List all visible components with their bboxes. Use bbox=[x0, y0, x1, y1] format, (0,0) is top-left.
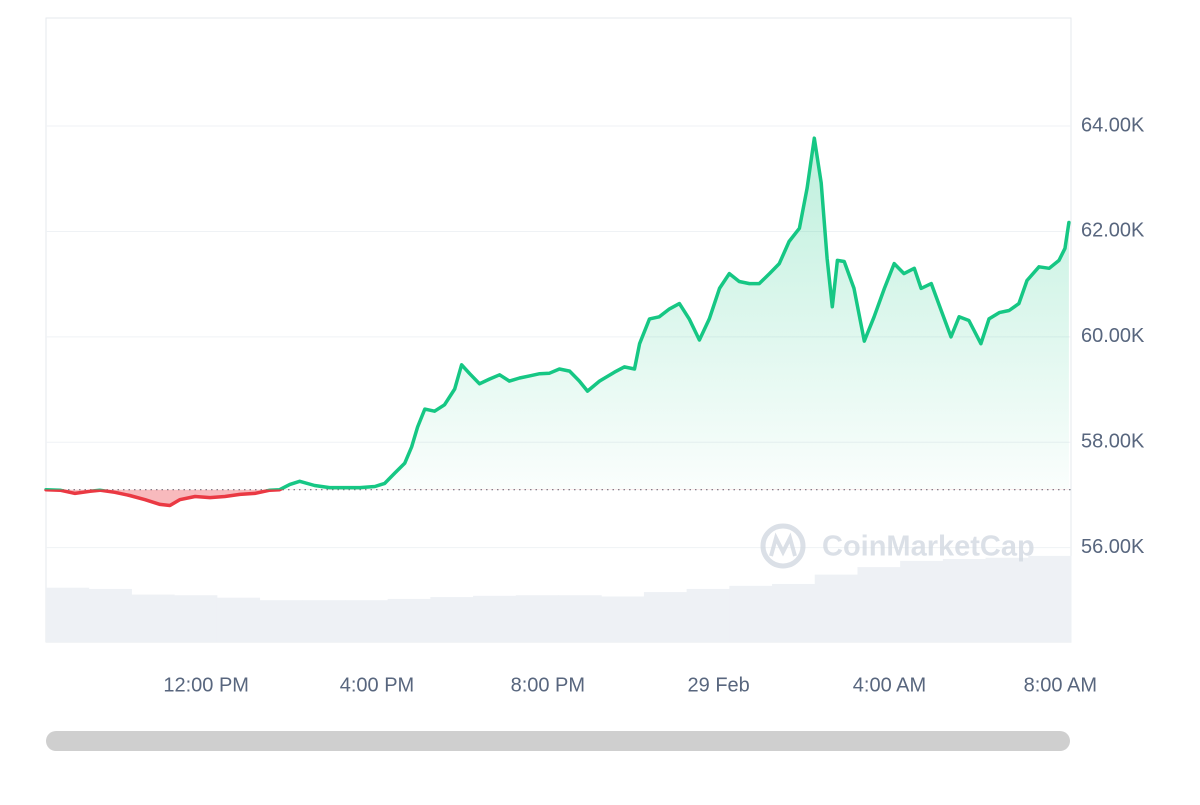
volume-bar bbox=[131, 594, 175, 642]
volume-bar bbox=[729, 585, 773, 642]
x-tick-label: 4:00 AM bbox=[853, 674, 926, 696]
x-tick-label: 8:00 PM bbox=[511, 674, 585, 696]
volume-bar bbox=[46, 587, 90, 642]
y-tick-label: 62.00K bbox=[1081, 220, 1145, 242]
volume-bar bbox=[216, 597, 261, 642]
volume-bar bbox=[344, 600, 389, 642]
y-tick-label: 56.00K bbox=[1081, 536, 1145, 558]
volume-bar bbox=[88, 588, 132, 642]
watermark: CoinMarketCap bbox=[760, 523, 1035, 569]
volume-bar bbox=[558, 595, 602, 642]
volume-bar bbox=[643, 592, 688, 642]
volume-bar bbox=[387, 598, 431, 642]
y-tick-label: 58.00K bbox=[1081, 431, 1145, 453]
volume-bar bbox=[1028, 555, 1072, 642]
volume-bar bbox=[302, 600, 346, 642]
volume-bar bbox=[942, 559, 987, 642]
volume-bar bbox=[772, 583, 816, 642]
x-tick-label: 8:00 AM bbox=[1024, 674, 1097, 696]
x-tick-label: 12:00 PM bbox=[163, 674, 249, 696]
price-line bbox=[44, 136, 1071, 508]
volume-bar bbox=[430, 597, 474, 642]
volume-bar bbox=[601, 596, 645, 642]
volume-bar bbox=[985, 557, 1029, 642]
volume-bar bbox=[259, 600, 303, 642]
volume-bar bbox=[174, 595, 218, 642]
volume-bar bbox=[473, 595, 517, 642]
volume-bar bbox=[686, 588, 730, 642]
watermark-text: CoinMarketCap bbox=[822, 531, 1035, 563]
x-tick-label: 4:00 PM bbox=[340, 674, 414, 696]
price-area bbox=[46, 138, 1069, 506]
volume-bar bbox=[814, 574, 858, 642]
scrollbar[interactable] bbox=[46, 731, 1070, 751]
volume-bar bbox=[900, 560, 944, 642]
x-tick-label: 29 Feb bbox=[688, 674, 750, 696]
volume-bar bbox=[857, 567, 901, 642]
y-tick-label: 60.00K bbox=[1081, 325, 1145, 347]
volume-bar bbox=[515, 595, 559, 642]
y-tick-label: 64.00K bbox=[1081, 114, 1145, 136]
